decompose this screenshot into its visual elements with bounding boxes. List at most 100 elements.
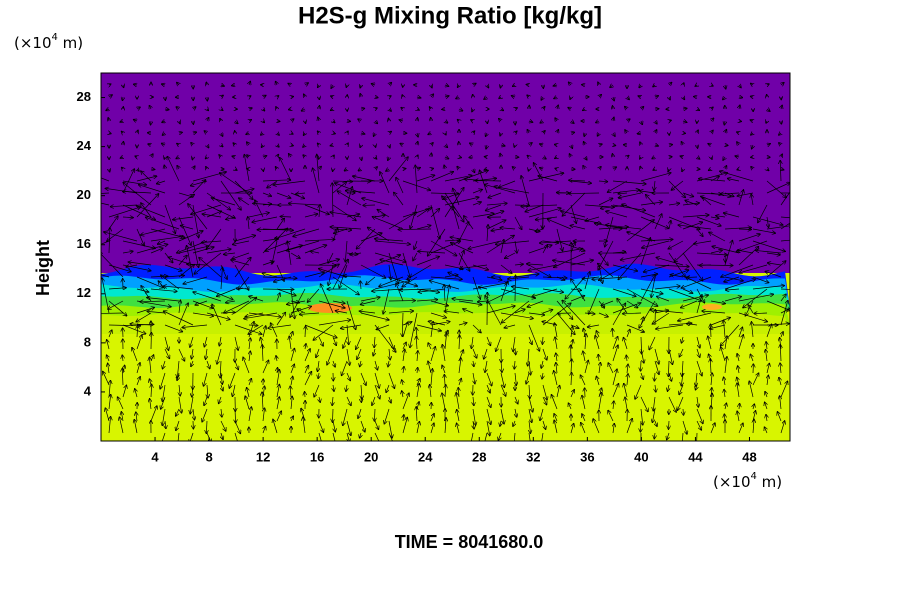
vector (120, 157, 123, 158)
vector (110, 205, 138, 207)
vector (146, 217, 180, 230)
vector (234, 336, 238, 350)
vector (164, 157, 165, 159)
vector (750, 120, 753, 121)
vector (416, 328, 417, 338)
vector (431, 168, 433, 169)
vector (263, 109, 265, 111)
vector (418, 288, 446, 292)
vector (751, 133, 753, 135)
vector (204, 131, 207, 133)
vector (640, 288, 663, 294)
vector (361, 108, 365, 109)
vector (388, 118, 389, 121)
vector (682, 203, 699, 205)
vector (613, 167, 616, 169)
vector (276, 192, 291, 198)
vector (139, 185, 166, 194)
vector (101, 312, 124, 314)
vector (220, 173, 250, 194)
vector (335, 311, 348, 313)
vector (389, 131, 391, 133)
vector (233, 143, 235, 145)
vector (738, 312, 767, 322)
vector (244, 312, 278, 319)
vector (410, 312, 418, 348)
time-label: TIME = 8041680.0 (395, 532, 544, 552)
vector (683, 97, 684, 99)
vector (767, 216, 769, 227)
vector (618, 252, 642, 279)
field-upper (101, 73, 790, 273)
vector (458, 300, 482, 305)
vector (556, 228, 563, 251)
vector (625, 107, 627, 109)
vector (280, 158, 292, 182)
x-tick-label: 20 (364, 449, 378, 464)
vector (469, 157, 474, 158)
vector (304, 272, 324, 278)
vector (526, 84, 529, 85)
vector (501, 109, 503, 111)
vector (164, 311, 194, 326)
vector (458, 222, 469, 242)
vector (305, 326, 306, 338)
vector (176, 157, 179, 159)
vector (182, 324, 208, 328)
vector (585, 157, 587, 160)
vector (685, 200, 698, 206)
vector (246, 133, 249, 134)
vector (472, 276, 480, 299)
vector (463, 309, 474, 314)
vector (459, 157, 461, 158)
y-tick-label: 20 (77, 187, 91, 202)
vector (681, 336, 683, 343)
vector (262, 192, 271, 196)
vector (472, 189, 482, 194)
vector (725, 84, 726, 89)
vector (188, 204, 208, 230)
vector (226, 301, 236, 303)
vector (538, 176, 558, 182)
vector (388, 212, 416, 230)
y-tick-label: 8 (84, 334, 91, 349)
vector (206, 192, 230, 210)
vector (514, 145, 515, 147)
vector (206, 249, 231, 254)
vector (453, 207, 460, 230)
vector (638, 96, 641, 97)
vector (780, 191, 790, 206)
vector (512, 167, 515, 169)
vector (473, 131, 475, 133)
vector (360, 145, 361, 147)
vector (695, 85, 697, 86)
vector (375, 145, 376, 147)
vector (150, 248, 163, 254)
vector (654, 214, 662, 230)
vector (221, 133, 223, 136)
vector (332, 301, 345, 303)
vector (750, 96, 753, 97)
vector (353, 176, 376, 182)
vector (599, 95, 601, 97)
vector (494, 186, 530, 194)
vector (389, 96, 391, 97)
vector (304, 245, 326, 254)
vector (273, 180, 306, 185)
vector (459, 109, 463, 111)
vector (375, 97, 378, 98)
vector (401, 108, 403, 109)
vector (528, 264, 551, 277)
vector (480, 170, 488, 194)
vector (587, 325, 600, 327)
vector (388, 336, 394, 349)
vector (417, 97, 421, 98)
vector (122, 251, 133, 253)
vector (106, 109, 109, 110)
vector (123, 183, 152, 206)
vector (627, 97, 629, 99)
vector (430, 300, 448, 306)
vector (527, 300, 544, 307)
vector (374, 336, 375, 347)
vector (739, 105, 740, 110)
